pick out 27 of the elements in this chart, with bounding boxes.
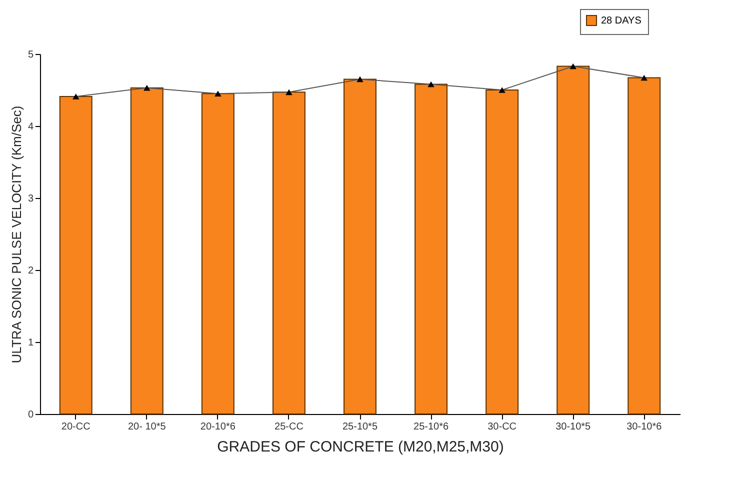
x-tick-label: 30-10*5	[556, 422, 592, 432]
y-tick-label: 3	[28, 194, 34, 204]
y-axis-title: ULTRA SONIC PULSE VELOCITY (Km/Sec)	[8, 106, 24, 364]
x-axis-title: GRADES OF CONCRETE (M20,M25,M30)	[217, 438, 504, 456]
x-tick-label: 20-CC	[61, 422, 90, 432]
bar	[486, 90, 519, 414]
bar	[59, 96, 92, 414]
bar	[272, 92, 306, 414]
bar	[201, 93, 234, 414]
y-tick-label: 2	[28, 266, 34, 276]
y-tick-label: 5	[28, 50, 34, 60]
bar	[556, 66, 590, 414]
bar	[130, 87, 164, 414]
y-tick-label: 4	[28, 122, 34, 132]
x-tick-label: 25-10*6	[414, 422, 449, 432]
legend-label: 28 DAYS	[601, 16, 642, 26]
x-tick-label: 30-10*6	[626, 422, 662, 432]
y-tick-label: 1	[28, 338, 34, 348]
x-tick-label: 20- 10*5	[128, 422, 166, 432]
bar	[344, 78, 376, 414]
bar	[414, 84, 448, 414]
y-tick-label: 0	[28, 410, 34, 420]
x-tick-label: 25-CC	[274, 422, 304, 432]
x-tick-label: 20-10*6	[200, 422, 236, 432]
bar	[628, 77, 661, 414]
x-tick-label: 25-10*5	[342, 422, 378, 432]
x-tick-label: 30-CC	[488, 422, 517, 432]
